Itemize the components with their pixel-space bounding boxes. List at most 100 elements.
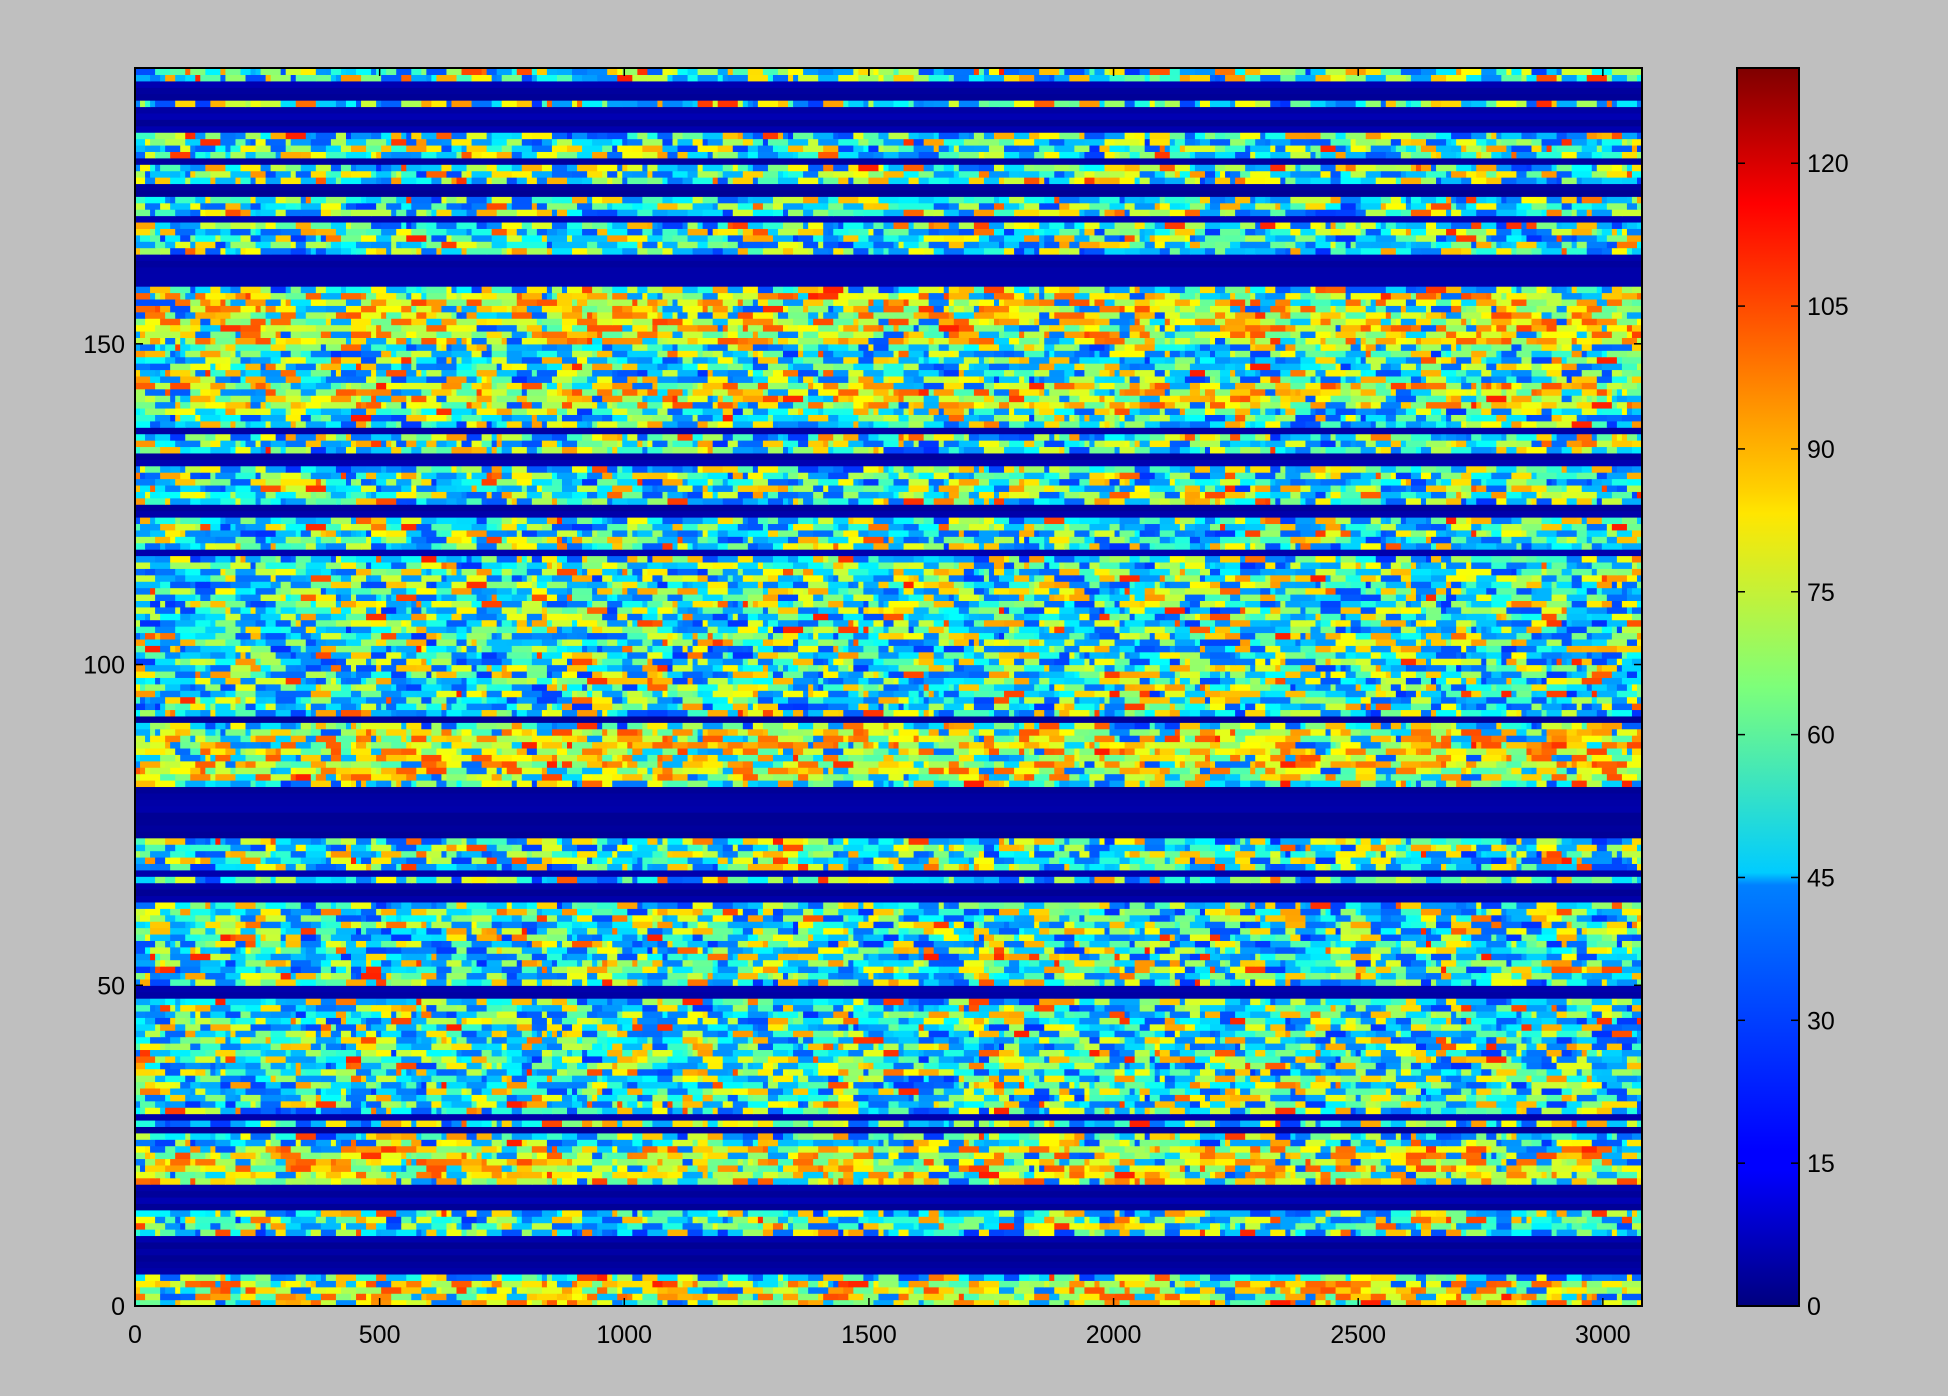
heatmap-cell bbox=[1331, 1210, 1342, 1217]
heatmap-cell bbox=[1270, 1280, 1286, 1287]
heatmap-cell bbox=[1506, 998, 1512, 1005]
heatmap-cell bbox=[356, 1146, 367, 1153]
heatmap-cell bbox=[1220, 953, 1231, 960]
heatmap-cell bbox=[683, 1171, 704, 1178]
heatmap-cell bbox=[1496, 1043, 1517, 1050]
heatmap-cell bbox=[753, 1062, 764, 1069]
heatmap-cell bbox=[788, 1049, 794, 1056]
heatmap-cell bbox=[361, 1133, 367, 1140]
heatmap-cell bbox=[1250, 1075, 1261, 1082]
heatmap-cell bbox=[813, 1037, 819, 1044]
heatmap-cell bbox=[507, 1030, 523, 1037]
heatmap-cell bbox=[336, 1133, 357, 1140]
heatmap-cell bbox=[1431, 1094, 1447, 1101]
heatmap-cell bbox=[1225, 1171, 1236, 1178]
heatmap-cell bbox=[878, 1274, 899, 1281]
heatmap-cell bbox=[547, 1030, 553, 1037]
heatmap-cell bbox=[1200, 1158, 1216, 1165]
heatmap-cell bbox=[261, 1011, 272, 1018]
heatmap-cell bbox=[286, 1223, 302, 1230]
heatmap-cell bbox=[1461, 1011, 1477, 1018]
heatmap-cell bbox=[256, 953, 272, 960]
heatmap-cell bbox=[1446, 1049, 1467, 1056]
heatmap-cell bbox=[190, 1049, 206, 1056]
heatmap-cell bbox=[235, 1223, 256, 1230]
heatmap-cell bbox=[477, 960, 488, 967]
heatmap-cell bbox=[1622, 960, 1633, 967]
heatmap-cell bbox=[964, 1075, 985, 1082]
heatmap-cell bbox=[291, 1017, 297, 1024]
heatmap-cell bbox=[321, 1081, 332, 1088]
heatmap-cell bbox=[1411, 1030, 1432, 1037]
heatmap-cell bbox=[793, 1229, 814, 1236]
heatmap-cell bbox=[1386, 1062, 1402, 1069]
heatmap-cell bbox=[1115, 1216, 1131, 1223]
heatmap-cell bbox=[175, 1216, 181, 1223]
heatmap-cell bbox=[823, 1274, 844, 1281]
heatmap-cell bbox=[215, 1216, 236, 1223]
heatmap-cell bbox=[683, 1030, 704, 1037]
heatmap-cell bbox=[406, 1280, 422, 1287]
heatmap-cell bbox=[185, 1133, 191, 1140]
heatmap-cell bbox=[346, 1223, 367, 1230]
heatmap-cell bbox=[1210, 1107, 1231, 1114]
heatmap-cell bbox=[517, 960, 523, 967]
heatmap-cell bbox=[160, 1287, 166, 1294]
heatmap-cell bbox=[1205, 1146, 1216, 1153]
heatmap-cell bbox=[1481, 1178, 1492, 1185]
heatmap-cell bbox=[477, 1210, 493, 1217]
heatmap-cell bbox=[592, 1229, 598, 1236]
heatmap-cell bbox=[220, 960, 226, 967]
heatmap-cell bbox=[512, 1223, 533, 1230]
heatmap-cell bbox=[1024, 1081, 1035, 1088]
heatmap-cell bbox=[1446, 1287, 1462, 1294]
heatmap-cell bbox=[542, 1011, 548, 1018]
heatmap-cell bbox=[1150, 1146, 1156, 1153]
heatmap-cell bbox=[1622, 1043, 1633, 1050]
heatmap-cell bbox=[160, 953, 171, 960]
heatmap-cell bbox=[1466, 1139, 1477, 1146]
heatmap-cell bbox=[406, 1274, 422, 1281]
heatmap-cell bbox=[642, 1011, 663, 1018]
heatmap-cell bbox=[592, 1043, 603, 1050]
heatmap-cell bbox=[381, 1120, 402, 1127]
heatmap-cell bbox=[1105, 1094, 1126, 1101]
heatmap-cell bbox=[326, 1017, 342, 1024]
heatmap-cell bbox=[1185, 1062, 1206, 1069]
heatmap-cell bbox=[934, 972, 950, 979]
heatmap-cell bbox=[1386, 1030, 1397, 1037]
heatmap-cell bbox=[1024, 1216, 1045, 1223]
heatmap-cell bbox=[441, 1037, 447, 1044]
heatmap-cell bbox=[1135, 966, 1151, 973]
heatmap-cell bbox=[426, 1165, 447, 1172]
heatmap-cell bbox=[1567, 1005, 1578, 1012]
heatmap-cell bbox=[1004, 1075, 1025, 1082]
heatmap-cell bbox=[557, 972, 568, 979]
heatmap-cell bbox=[904, 1075, 910, 1082]
heatmap-cell bbox=[703, 1223, 714, 1230]
heatmap-cell bbox=[612, 1274, 618, 1281]
heatmap-cell bbox=[266, 1049, 287, 1056]
heatmap-cell bbox=[642, 1171, 663, 1178]
heatmap-cell bbox=[1526, 1216, 1532, 1223]
heatmap-cell bbox=[240, 1293, 256, 1300]
heatmap-cell bbox=[492, 1210, 513, 1217]
heatmap-cell bbox=[1275, 953, 1296, 960]
heatmap-cell bbox=[723, 1056, 739, 1063]
heatmap-cell bbox=[1305, 1094, 1326, 1101]
heatmap-cell bbox=[642, 1133, 663, 1140]
heatmap-cell bbox=[622, 1120, 643, 1127]
heatmap-cell bbox=[1491, 1024, 1497, 1031]
heatmap-cell bbox=[1130, 1062, 1146, 1069]
heatmap-cell bbox=[883, 998, 904, 1005]
heatmap-cell bbox=[808, 1178, 819, 1185]
heatmap-cell bbox=[522, 1005, 543, 1012]
heatmap-cell bbox=[537, 979, 543, 986]
heatmap-cell bbox=[974, 1081, 980, 1088]
heatmap-cell bbox=[220, 1069, 226, 1076]
heatmap-cell bbox=[416, 1133, 422, 1140]
heatmap-cell bbox=[281, 1280, 287, 1287]
heatmap-cell bbox=[175, 1056, 181, 1063]
heatmap-cell bbox=[1461, 1024, 1482, 1031]
heatmap-cell bbox=[607, 1037, 618, 1044]
